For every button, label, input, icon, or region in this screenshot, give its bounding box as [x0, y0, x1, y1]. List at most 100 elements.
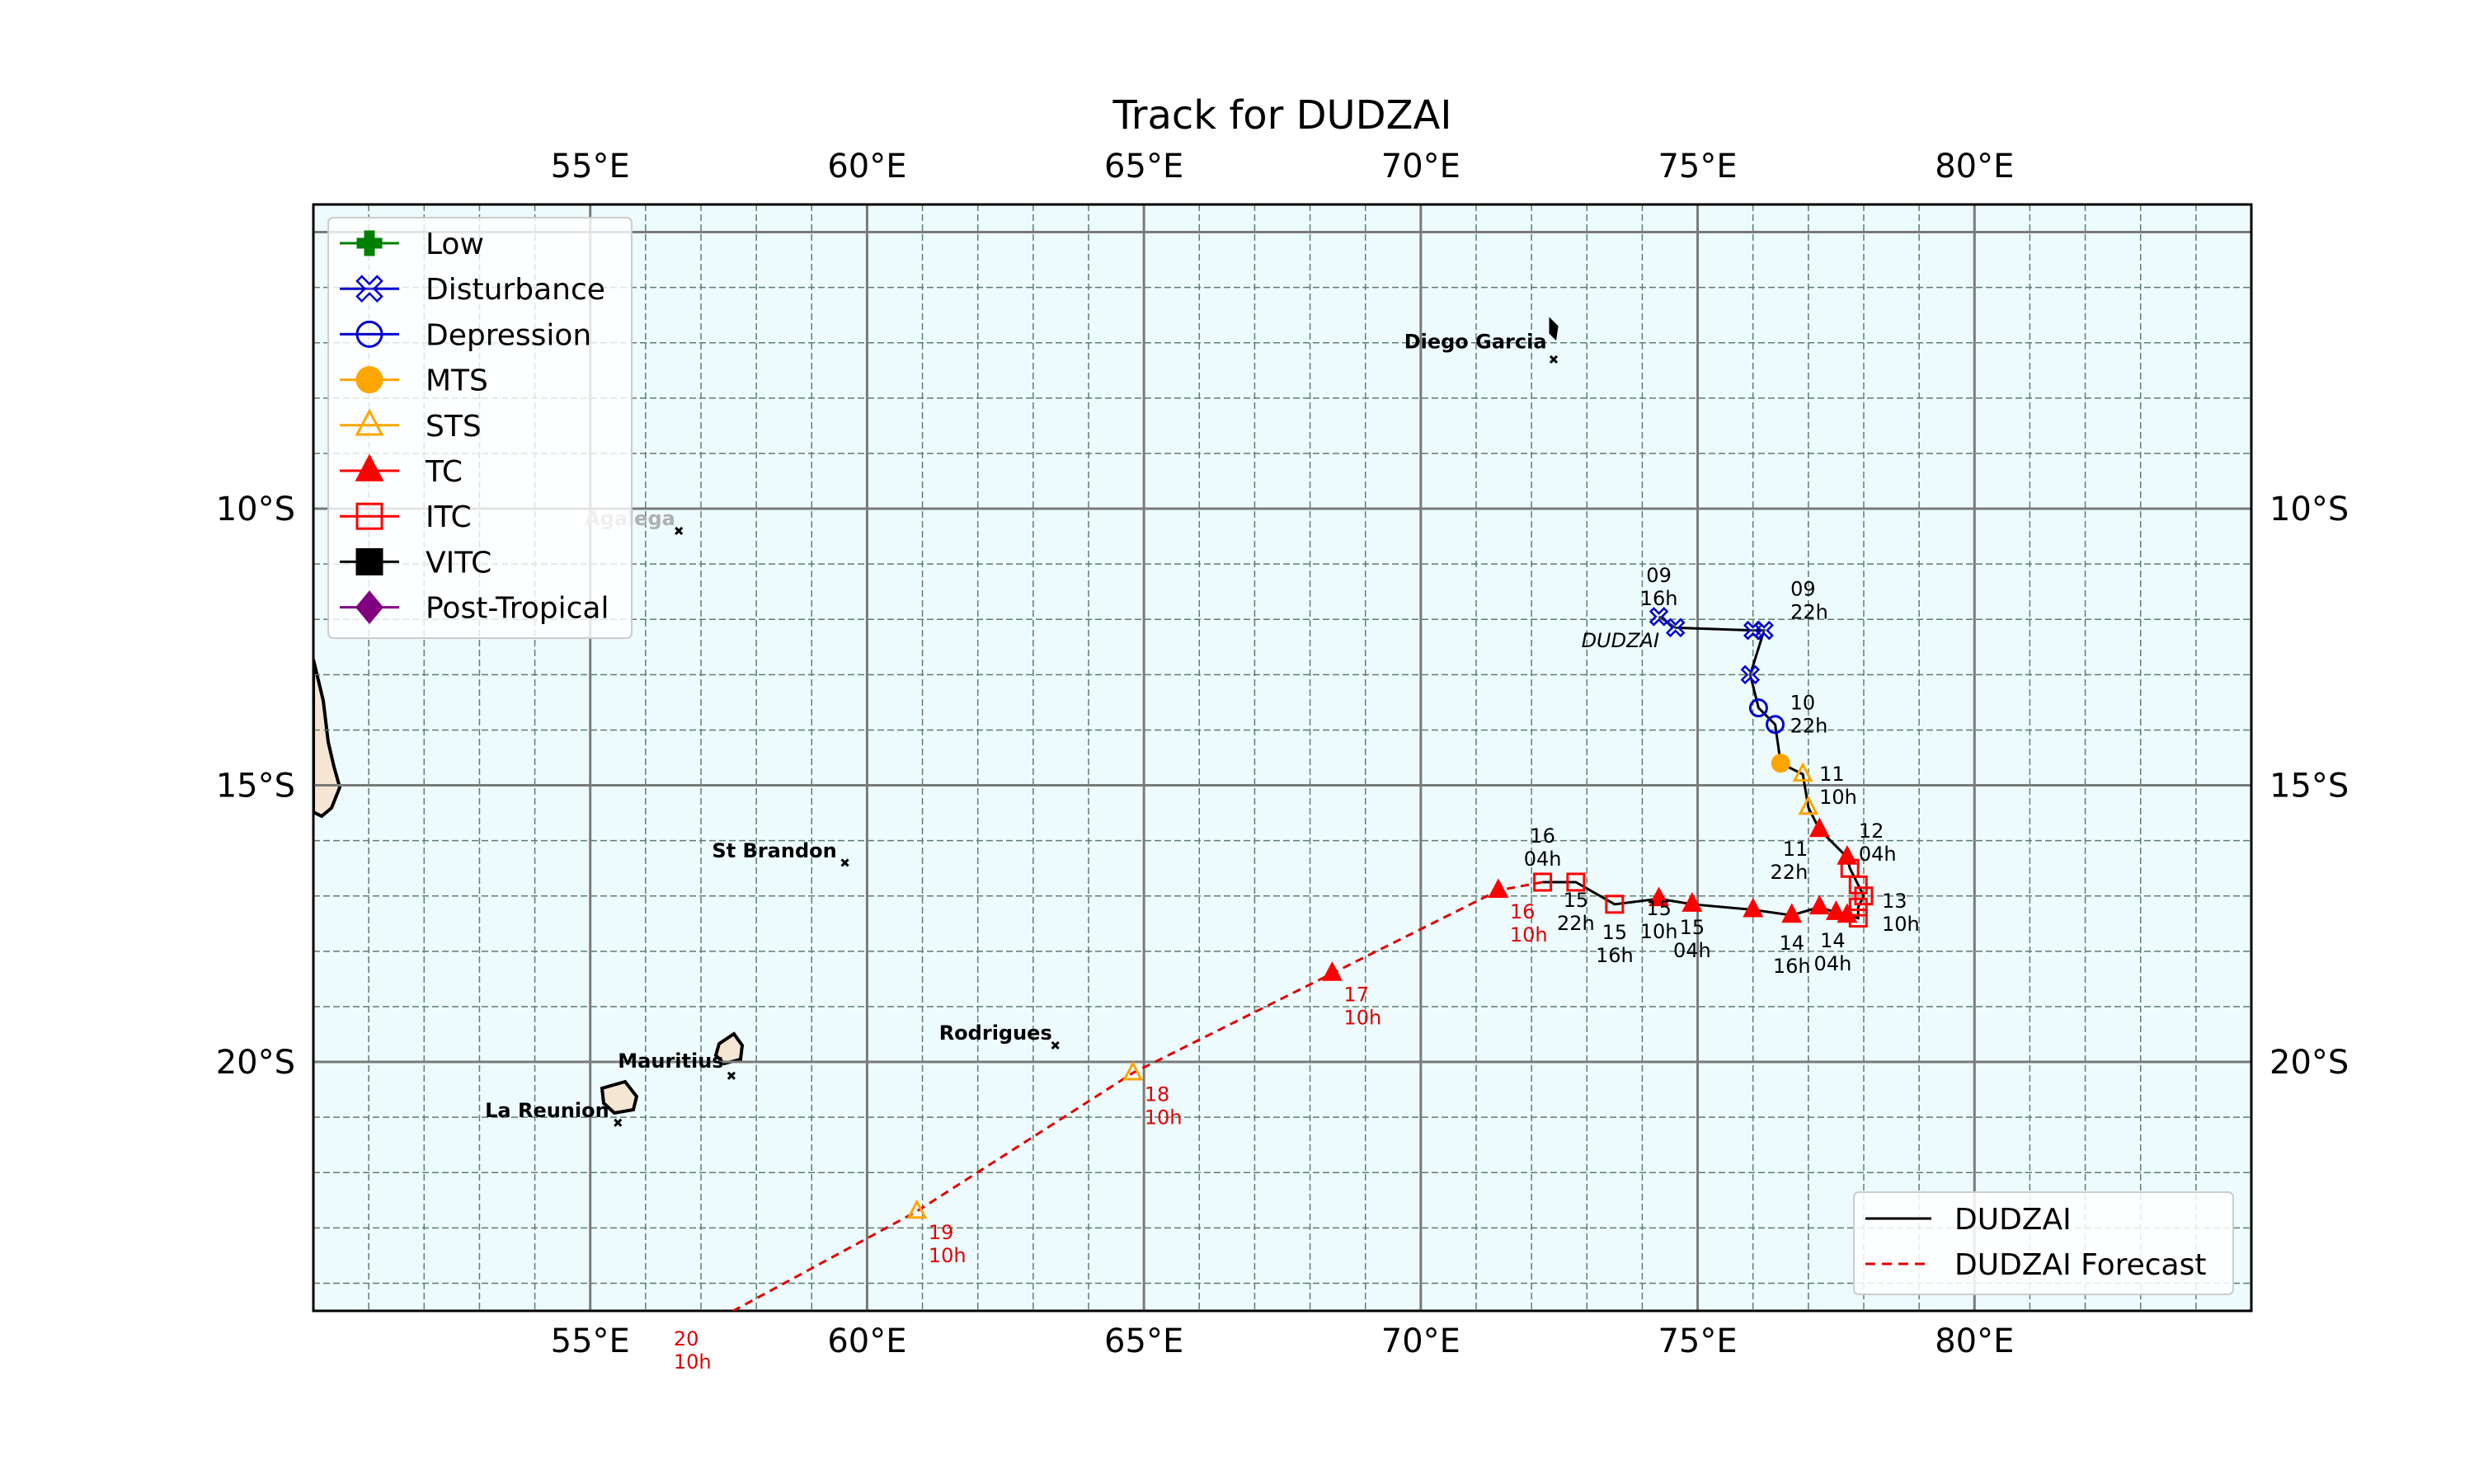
- legend-entry-tc: TC: [340, 453, 463, 489]
- marker-square: [1566, 872, 1586, 892]
- place-rodrigues: Rodrigues: [939, 1021, 1060, 1050]
- lat-tick-label: 20°S: [2269, 1044, 2349, 1082]
- lon-tick-label: 80°E: [1935, 148, 2014, 186]
- observed-time-label: 15 22h: [1557, 889, 1595, 935]
- place-label: Rodrigues: [939, 1021, 1052, 1045]
- lon-tick-label: 55°E: [551, 1322, 630, 1360]
- marker-x-open: [1740, 665, 1761, 685]
- marker-x-open: [355, 275, 383, 303]
- forecast-clipped: [731, 878, 1543, 1311]
- marker-triangle: [1649, 886, 1670, 907]
- lon-tick-labels-top: 55°E 60°E 65°E 70°E 75°E 80°E: [551, 148, 2015, 186]
- lat-tick-labels-right: 10°S 15°S 20°S: [2269, 491, 2349, 1082]
- marker-triangle: [1792, 762, 1813, 782]
- lat-tick-label: 10°S: [2269, 491, 2349, 528]
- place-label: St Brandon: [712, 839, 836, 862]
- lon-tick-labels-bottom: 55°E 60°E 65°E 70°E 75°E 80°E: [551, 1322, 2015, 1360]
- observed-time-label: 13 10h: [1882, 890, 1920, 936]
- marker-triangle: [1825, 900, 1846, 920]
- legend-entry-depression: Depression: [340, 318, 591, 352]
- legend-label: ITC: [426, 500, 472, 534]
- legend-label: Depression: [426, 318, 591, 352]
- legend-entry-post-tropical: Post-Tropical: [340, 590, 609, 626]
- track-legend-label: DUDZAI Forecast: [1954, 1248, 2206, 1282]
- place-diego-garcia: Diego Garcia: [1404, 330, 1559, 364]
- forecast-time-label: 17 10h: [1343, 984, 1381, 1030]
- madagascar-coast: [313, 659, 342, 819]
- observed-time-label: 14 16h: [1773, 932, 1811, 978]
- track-legend-label: DUDZAI: [1954, 1203, 2072, 1237]
- marker-triangle: [355, 453, 384, 481]
- marker-triangle: [1681, 892, 1703, 912]
- marker-square: [1605, 895, 1625, 914]
- observed-time-label: 15 04h: [1673, 916, 1711, 962]
- lat-tick-label: 15°S: [2269, 768, 2349, 805]
- marker-triangle: [355, 408, 384, 436]
- land-masses: [313, 317, 1559, 1115]
- legend-entry-disturbance: Disturbance: [340, 273, 605, 307]
- marker-square: [1854, 886, 1874, 906]
- lat-tick-label: 15°S: [216, 768, 295, 805]
- forecast-time-label: 19 10h: [929, 1221, 967, 1267]
- legend-entry-low: Low: [340, 228, 484, 261]
- observed-track-line: [1542, 615, 1865, 920]
- marker-triangle: [906, 1199, 928, 1219]
- diego-garcia-atoll: [1549, 317, 1559, 341]
- grid-major-lines: [313, 204, 2251, 1311]
- marker-square: [355, 547, 383, 575]
- marker-triangle: [1321, 960, 1343, 981]
- marker-square: [355, 502, 383, 530]
- legend-label: Post-Tropical: [426, 592, 609, 626]
- place-label: Mauritius: [618, 1050, 723, 1073]
- category-legend-box: [327, 217, 633, 639]
- lat-tick-label: 20°S: [216, 1044, 295, 1082]
- observed-time-label: 14 04h: [1814, 929, 1852, 975]
- marker-circle: [1771, 754, 1790, 773]
- place-mauritius: Mauritius: [618, 1050, 736, 1080]
- category-legend: Low Disturbance Depression MTS STS TC ITC VITC P…: [327, 217, 633, 639]
- place-la-reunion: La Reunion: [485, 1099, 623, 1127]
- legend-label: STS: [426, 410, 482, 444]
- lon-tick-label: 60°E: [827, 148, 906, 186]
- mauritius-island: [713, 1031, 745, 1066]
- place-st-brandon: St Brandon: [712, 839, 849, 867]
- observed-time-label: 11 22h: [1771, 838, 1808, 884]
- lon-tick-label: 75°E: [1658, 1322, 1737, 1360]
- marker-x-open: [1665, 618, 1686, 638]
- marker-circle: [1766, 715, 1785, 735]
- legend-entry-itc: ITC: [340, 500, 472, 534]
- lon-tick-label: 70°E: [1381, 148, 1460, 186]
- forecast-time-label: 20 10h: [674, 1327, 712, 1374]
- marker-plus: [356, 230, 383, 256]
- marker-square: [1848, 897, 1868, 917]
- place-label: La Reunion: [485, 1099, 609, 1122]
- track-legend: DUDZAI DUDZAI Forecast: [1853, 1191, 2234, 1295]
- lon-tick-label: 60°E: [827, 1322, 906, 1360]
- lon-tick-label: 80°E: [1935, 1322, 2014, 1360]
- lon-tick-label: 65°E: [1104, 1322, 1183, 1360]
- category-legend-entries: Low Disturbance Depression MTS STS TC ITC VITC P…: [340, 228, 609, 626]
- observed-track: 09 16h 09 22h 10 22h 11 10h 11 22h 12 04h 13 10h 14 04h…: [1524, 564, 1920, 978]
- forecast-time-label: 18 10h: [1145, 1082, 1183, 1129]
- observed-time-label: 11 10h: [1819, 763, 1857, 809]
- marker-triangle: [1488, 878, 1509, 899]
- plot-frame: [312, 203, 2253, 1313]
- observed-time-label: 15 16h: [1596, 921, 1634, 967]
- lon-tick-label: 75°E: [1658, 148, 1737, 186]
- lat-tick-label: 10°S: [216, 491, 295, 528]
- observed-time-label: 12 04h: [1859, 819, 1897, 866]
- marker-circle: [355, 320, 383, 348]
- marker-square: [1533, 872, 1553, 892]
- track-legend-entry: DUDZAI: [1865, 1203, 2072, 1237]
- storm-name-label: DUDZAI: [1582, 629, 1659, 652]
- legend-label: Low: [426, 228, 484, 261]
- marker-square: [1848, 875, 1868, 895]
- reunion-island: [600, 1079, 639, 1115]
- marker-triangle: [1808, 817, 1830, 838]
- place-label: Diego Garcia: [1404, 330, 1547, 353]
- legend-entry-mts: MTS: [340, 364, 488, 398]
- observed-time-label: 10 22h: [1790, 692, 1828, 738]
- marker-circle: [1748, 698, 1768, 718]
- observed-time-label: 09 16h: [1640, 564, 1678, 610]
